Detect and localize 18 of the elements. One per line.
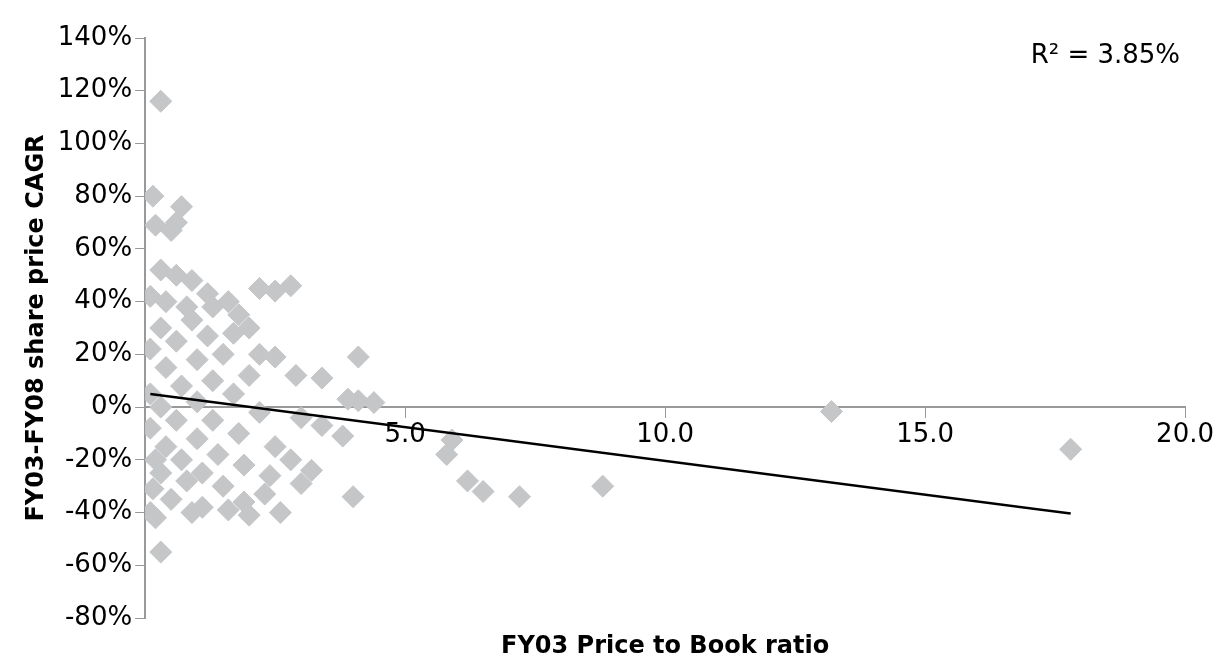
x-tick-label: 20.0	[1156, 418, 1214, 449]
x-tick-label: 10.0	[636, 418, 695, 449]
y-tick-label: 140%	[57, 20, 133, 51]
y-tick-label: 60%	[74, 231, 133, 262]
y-tick-label: 20%	[74, 337, 133, 368]
x-axis-title: FY03 Price to Book ratio	[501, 631, 830, 660]
y-tick-label: -20%	[64, 442, 133, 473]
y-tick-label: -40%	[64, 495, 133, 526]
x-tick-label: 15.0	[896, 418, 955, 449]
y-tick-label: 80%	[74, 178, 133, 209]
y-tick-label: -80%	[64, 600, 133, 631]
y-tick-label: 100%	[57, 126, 133, 157]
y-tick-label: -60%	[64, 548, 133, 579]
annotation: R² = 3.85%	[1030, 38, 1181, 69]
y-tick-label: 120%	[57, 73, 133, 104]
y-axis-title: FY03-FY08 share price CAGR	[20, 134, 49, 522]
y-tick-label: 0%	[90, 389, 133, 420]
y-tick-label: 40%	[74, 284, 133, 315]
